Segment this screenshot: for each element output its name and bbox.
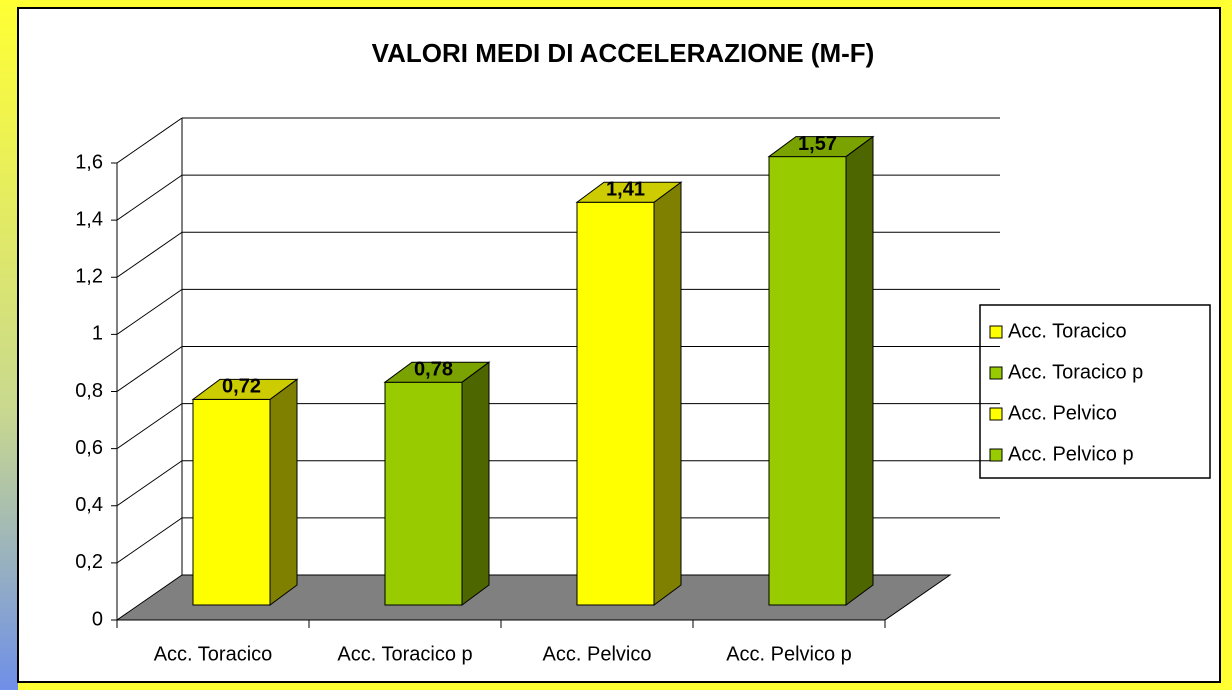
grid-line <box>116 346 183 392</box>
bar-top <box>767 136 875 158</box>
y-tick-label: 0,8 <box>75 380 103 402</box>
bar-top <box>575 181 683 203</box>
y-tick-label: 0,2 <box>75 551 103 573</box>
x-tick-label: Acc. Pelvico p <box>726 643 852 665</box>
grid-line <box>116 231 183 278</box>
legend-label: Acc. Pelvico p <box>1008 443 1134 465</box>
legend-swatch <box>989 407 1003 421</box>
bar <box>768 156 847 606</box>
bar <box>192 398 271 606</box>
grid-line <box>116 517 183 564</box>
data-label: 0,78 <box>414 358 453 380</box>
bar-top <box>383 361 491 383</box>
y-tick-label: 1,4 <box>75 208 103 230</box>
x-tick-label: Acc. Pelvico <box>543 643 652 665</box>
legend-label: Acc. Toracico <box>1008 320 1127 342</box>
legend-swatch <box>989 448 1003 462</box>
y-tick-label: 1,6 <box>75 151 103 173</box>
y-tick-label: 0 <box>92 608 103 630</box>
background-strip <box>0 0 18 690</box>
bar-side <box>845 135 874 606</box>
legend-swatch <box>989 366 1003 380</box>
bar <box>576 201 655 606</box>
legend-swatch <box>989 325 1003 339</box>
x-tick-label: Acc. Toracico <box>154 643 273 665</box>
grid-line <box>116 117 183 164</box>
legend <box>979 304 1211 479</box>
bar-side <box>269 378 298 606</box>
y-tick-label: 1,2 <box>75 266 103 288</box>
bar-side <box>653 181 682 606</box>
bar-top <box>191 378 299 400</box>
y-tick-label: 0,6 <box>75 437 103 459</box>
chart-title: VALORI MEDI DI ACCELERAZIONE (M-F) <box>372 38 875 68</box>
y-tick-label: 0,4 <box>75 494 103 516</box>
grid-line <box>116 460 183 507</box>
bar-side <box>461 361 490 606</box>
data-label: 1,41 <box>606 179 645 201</box>
x-tick-label: Acc. Toracico p <box>337 643 472 665</box>
data-label: 1,57 <box>798 133 837 155</box>
data-label: 0,72 <box>222 376 261 398</box>
grid-line <box>116 288 183 335</box>
bar <box>384 381 463 606</box>
grid-line <box>116 403 183 450</box>
legend-label: Acc. Toracico p <box>1008 361 1143 383</box>
legend-label: Acc. Pelvico <box>1008 402 1117 424</box>
grid-line <box>116 174 183 221</box>
y-tick-label: 1 <box>92 323 103 345</box>
